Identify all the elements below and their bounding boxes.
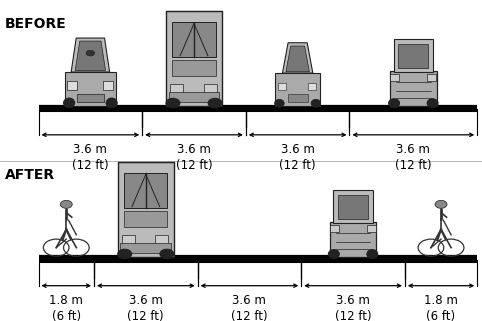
Text: AFTER: AFTER [5, 168, 55, 182]
Ellipse shape [367, 249, 378, 258]
Circle shape [60, 200, 72, 208]
FancyBboxPatch shape [118, 162, 174, 257]
FancyBboxPatch shape [173, 22, 215, 57]
FancyBboxPatch shape [334, 189, 373, 223]
FancyBboxPatch shape [67, 82, 77, 90]
FancyBboxPatch shape [169, 92, 219, 102]
FancyBboxPatch shape [170, 84, 183, 93]
Text: 3.6 m
(12 ft): 3.6 m (12 ft) [176, 143, 212, 172]
Ellipse shape [64, 98, 75, 108]
Text: BEFORE: BEFORE [5, 17, 67, 31]
Text: 1.8 m
(6 ft): 1.8 m (6 ft) [49, 294, 83, 321]
Polygon shape [71, 38, 109, 72]
Ellipse shape [328, 249, 339, 258]
Text: 3.6 m
(12 ft): 3.6 m (12 ft) [128, 294, 164, 321]
Ellipse shape [118, 249, 132, 259]
FancyBboxPatch shape [203, 84, 217, 93]
FancyBboxPatch shape [155, 235, 169, 244]
Ellipse shape [388, 99, 400, 108]
FancyBboxPatch shape [390, 71, 437, 106]
Text: 3.6 m
(12 ft): 3.6 m (12 ft) [72, 143, 108, 172]
FancyBboxPatch shape [288, 94, 308, 102]
FancyBboxPatch shape [124, 211, 167, 227]
FancyBboxPatch shape [330, 222, 376, 257]
FancyBboxPatch shape [276, 73, 320, 106]
Circle shape [435, 200, 447, 208]
FancyBboxPatch shape [122, 235, 135, 244]
FancyBboxPatch shape [124, 173, 167, 208]
FancyBboxPatch shape [173, 60, 215, 76]
Text: 3.6 m
(12 ft): 3.6 m (12 ft) [335, 294, 371, 321]
FancyBboxPatch shape [367, 225, 375, 232]
Ellipse shape [311, 100, 321, 107]
Polygon shape [286, 46, 309, 72]
Text: 3.6 m
(12 ft): 3.6 m (12 ft) [395, 143, 431, 172]
Circle shape [86, 50, 94, 56]
FancyBboxPatch shape [166, 11, 222, 106]
Text: 1.8 m
(6 ft): 1.8 m (6 ft) [424, 294, 458, 321]
Ellipse shape [427, 99, 438, 108]
FancyBboxPatch shape [65, 72, 116, 106]
Polygon shape [282, 43, 313, 73]
Polygon shape [75, 41, 106, 71]
FancyBboxPatch shape [338, 195, 368, 219]
FancyBboxPatch shape [77, 93, 104, 102]
FancyBboxPatch shape [390, 74, 399, 82]
Text: 3.6 m
(12 ft): 3.6 m (12 ft) [231, 294, 268, 321]
FancyBboxPatch shape [103, 82, 113, 90]
Ellipse shape [275, 100, 284, 107]
FancyBboxPatch shape [330, 225, 339, 232]
Ellipse shape [160, 249, 174, 259]
FancyBboxPatch shape [120, 243, 171, 253]
FancyBboxPatch shape [278, 83, 286, 91]
FancyBboxPatch shape [308, 83, 316, 91]
Text: 3.6 m
(12 ft): 3.6 m (12 ft) [280, 143, 316, 172]
Ellipse shape [106, 98, 117, 108]
FancyBboxPatch shape [427, 74, 436, 82]
Ellipse shape [166, 98, 180, 108]
Ellipse shape [208, 98, 222, 108]
FancyBboxPatch shape [398, 44, 428, 68]
FancyBboxPatch shape [394, 39, 433, 72]
